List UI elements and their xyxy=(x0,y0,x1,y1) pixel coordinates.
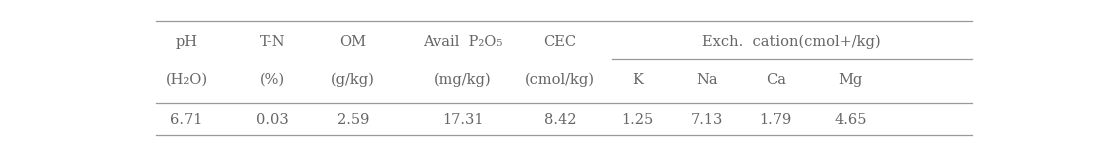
Text: 7.13: 7.13 xyxy=(690,113,722,127)
Text: CEC: CEC xyxy=(543,35,577,49)
Text: 2.59: 2.59 xyxy=(337,113,370,127)
Text: T-N: T-N xyxy=(260,35,286,49)
Text: Ca: Ca xyxy=(766,73,786,87)
Text: 4.65: 4.65 xyxy=(835,113,867,127)
Text: (g/kg): (g/kg) xyxy=(331,72,375,87)
Text: 1.25: 1.25 xyxy=(621,113,653,127)
Text: 8.42: 8.42 xyxy=(544,113,577,127)
Text: K: K xyxy=(632,73,643,87)
Text: Exch.  cation(cmol+/kg): Exch. cation(cmol+/kg) xyxy=(702,35,881,49)
Text: Na: Na xyxy=(696,73,718,87)
Text: Mg: Mg xyxy=(838,73,863,87)
Text: pH: pH xyxy=(176,35,198,49)
Text: OM: OM xyxy=(339,35,366,49)
Text: Avail  P₂O₅: Avail P₂O₅ xyxy=(423,35,502,49)
Text: 0.03: 0.03 xyxy=(256,113,289,127)
Text: 17.31: 17.31 xyxy=(442,113,483,127)
Text: 6.71: 6.71 xyxy=(170,113,203,127)
Text: (mg/kg): (mg/kg) xyxy=(434,72,492,87)
Text: (cmol/kg): (cmol/kg) xyxy=(525,72,595,87)
Text: (H₂O): (H₂O) xyxy=(166,73,208,87)
Text: (%): (%) xyxy=(260,73,285,87)
Text: 1.79: 1.79 xyxy=(759,113,791,127)
